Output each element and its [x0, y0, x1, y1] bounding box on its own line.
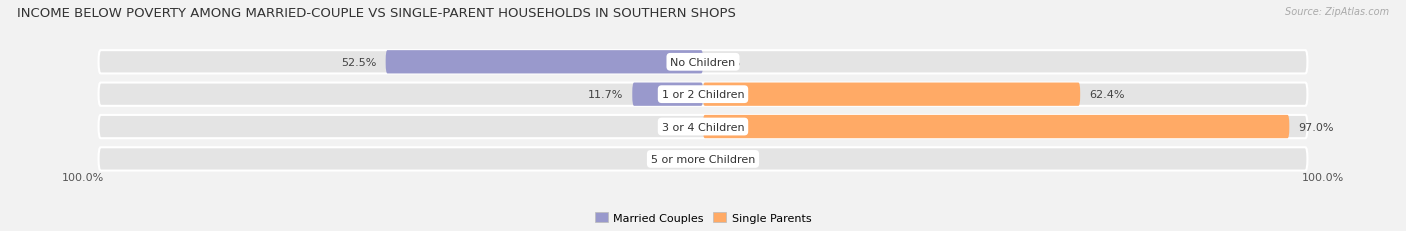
Text: 52.5%: 52.5% [342, 58, 377, 67]
Text: 0.0%: 0.0% [665, 122, 695, 132]
Text: 1 or 2 Children: 1 or 2 Children [662, 90, 744, 100]
Text: INCOME BELOW POVERTY AMONG MARRIED-COUPLE VS SINGLE-PARENT HOUSEHOLDS IN SOUTHER: INCOME BELOW POVERTY AMONG MARRIED-COUPL… [17, 7, 735, 20]
Text: 97.0%: 97.0% [1298, 122, 1334, 132]
Text: 0.0%: 0.0% [711, 154, 741, 164]
Text: 62.4%: 62.4% [1090, 90, 1125, 100]
Text: 100.0%: 100.0% [1302, 172, 1344, 182]
FancyBboxPatch shape [98, 148, 1308, 171]
Text: Source: ZipAtlas.com: Source: ZipAtlas.com [1285, 7, 1389, 17]
FancyBboxPatch shape [633, 83, 703, 106]
Text: 5 or more Children: 5 or more Children [651, 154, 755, 164]
FancyBboxPatch shape [703, 83, 1080, 106]
FancyBboxPatch shape [98, 51, 1308, 74]
FancyBboxPatch shape [703, 116, 1289, 139]
Text: 100.0%: 100.0% [62, 172, 104, 182]
Text: No Children: No Children [671, 58, 735, 67]
Text: 0.0%: 0.0% [665, 154, 695, 164]
Legend: Married Couples, Single Parents: Married Couples, Single Parents [591, 208, 815, 227]
FancyBboxPatch shape [385, 51, 703, 74]
Text: 0.0%: 0.0% [711, 58, 741, 67]
Text: 3 or 4 Children: 3 or 4 Children [662, 122, 744, 132]
Text: 11.7%: 11.7% [588, 90, 623, 100]
FancyBboxPatch shape [98, 116, 1308, 139]
FancyBboxPatch shape [98, 83, 1308, 106]
